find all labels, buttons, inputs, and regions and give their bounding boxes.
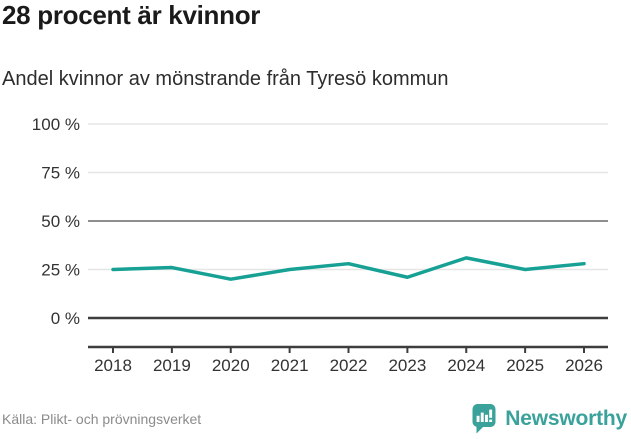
chart-subtitle: Andel kvinnor av mönstrande från Tyresö … bbox=[2, 68, 449, 90]
y-axis-tick-label: 0 % bbox=[51, 309, 80, 328]
x-axis-tick-label: 2020 bbox=[212, 356, 250, 375]
y-axis-tick-label: 75 % bbox=[41, 164, 80, 183]
data-line bbox=[111, 256, 586, 281]
x-axis-tick-label: 2023 bbox=[388, 356, 426, 375]
y-axis-tick-label: 25 % bbox=[41, 261, 80, 280]
x-axis-tick-label: 2021 bbox=[271, 356, 309, 375]
brand-name: Newsworthy bbox=[505, 407, 627, 430]
newsworthy-logo-icon bbox=[472, 404, 496, 434]
chart-title: 28 procent är kvinnor bbox=[2, 0, 261, 30]
x-axis-tick-label: 2022 bbox=[330, 356, 368, 375]
y-axis-tick-label: 100 % bbox=[32, 115, 80, 134]
source-note: Källa: Plikt- och prövningsverket bbox=[2, 411, 202, 427]
newsworthy-logo: Newsworthy bbox=[472, 404, 627, 434]
x-axis-tick-label: 2024 bbox=[447, 356, 485, 375]
x-axis-tick-label: 2025 bbox=[506, 356, 544, 375]
x-axis-tick-label: 2018 bbox=[94, 356, 132, 375]
x-axis-tick-label: 2019 bbox=[153, 356, 191, 375]
y-axis-tick-label: 50 % bbox=[41, 212, 80, 231]
x-axis-tick-label: 2026 bbox=[565, 356, 603, 375]
